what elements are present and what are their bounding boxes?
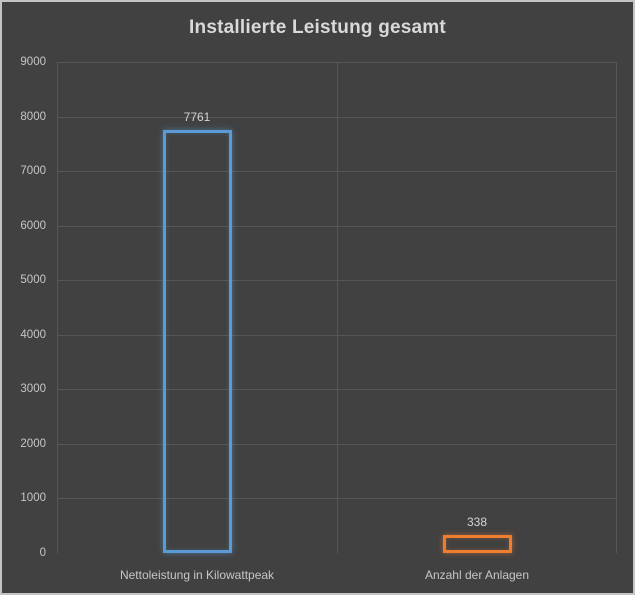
bar-anzahl-anlagen	[443, 535, 512, 553]
y-axis-tick-label: 9000	[20, 56, 46, 68]
y-axis-tick-label: 7000	[20, 165, 46, 178]
y-axis: 0 1000 2000 3000 4000 5000 6000 7000 8000 9000	[0, 0, 48, 595]
gridline-vertical	[337, 62, 338, 553]
category-label: Anzahl der Anlagen	[424, 568, 530, 582]
bar-nettoleistung	[163, 130, 232, 553]
gridline-vertical	[57, 62, 58, 553]
chart-title: Installierte Leistung gesamt	[189, 17, 446, 38]
y-axis-tick-label: 4000	[20, 328, 46, 341]
y-axis-tick-label: 5000	[20, 274, 46, 287]
y-axis-tick-label: 8000	[20, 110, 46, 123]
y-axis-tick-label: 3000	[20, 383, 46, 396]
x-axis: Nettoleistung in Kilowattpeak Anzahl der …	[57, 567, 617, 589]
bar-value-label: 338	[466, 515, 488, 529]
category-label: Nettoleistung in Kilowattpeak	[119, 568, 275, 582]
bar-value-label: 7761	[183, 110, 211, 124]
y-axis-tick-label: 2000	[20, 437, 46, 450]
y-axis-tick-label: 1000	[20, 492, 46, 505]
gridline-vertical	[616, 62, 617, 553]
y-axis-tick-label: 6000	[20, 219, 46, 232]
plot-area: 7761 338	[57, 62, 617, 553]
y-axis-tick-label: 0	[39, 547, 46, 559]
